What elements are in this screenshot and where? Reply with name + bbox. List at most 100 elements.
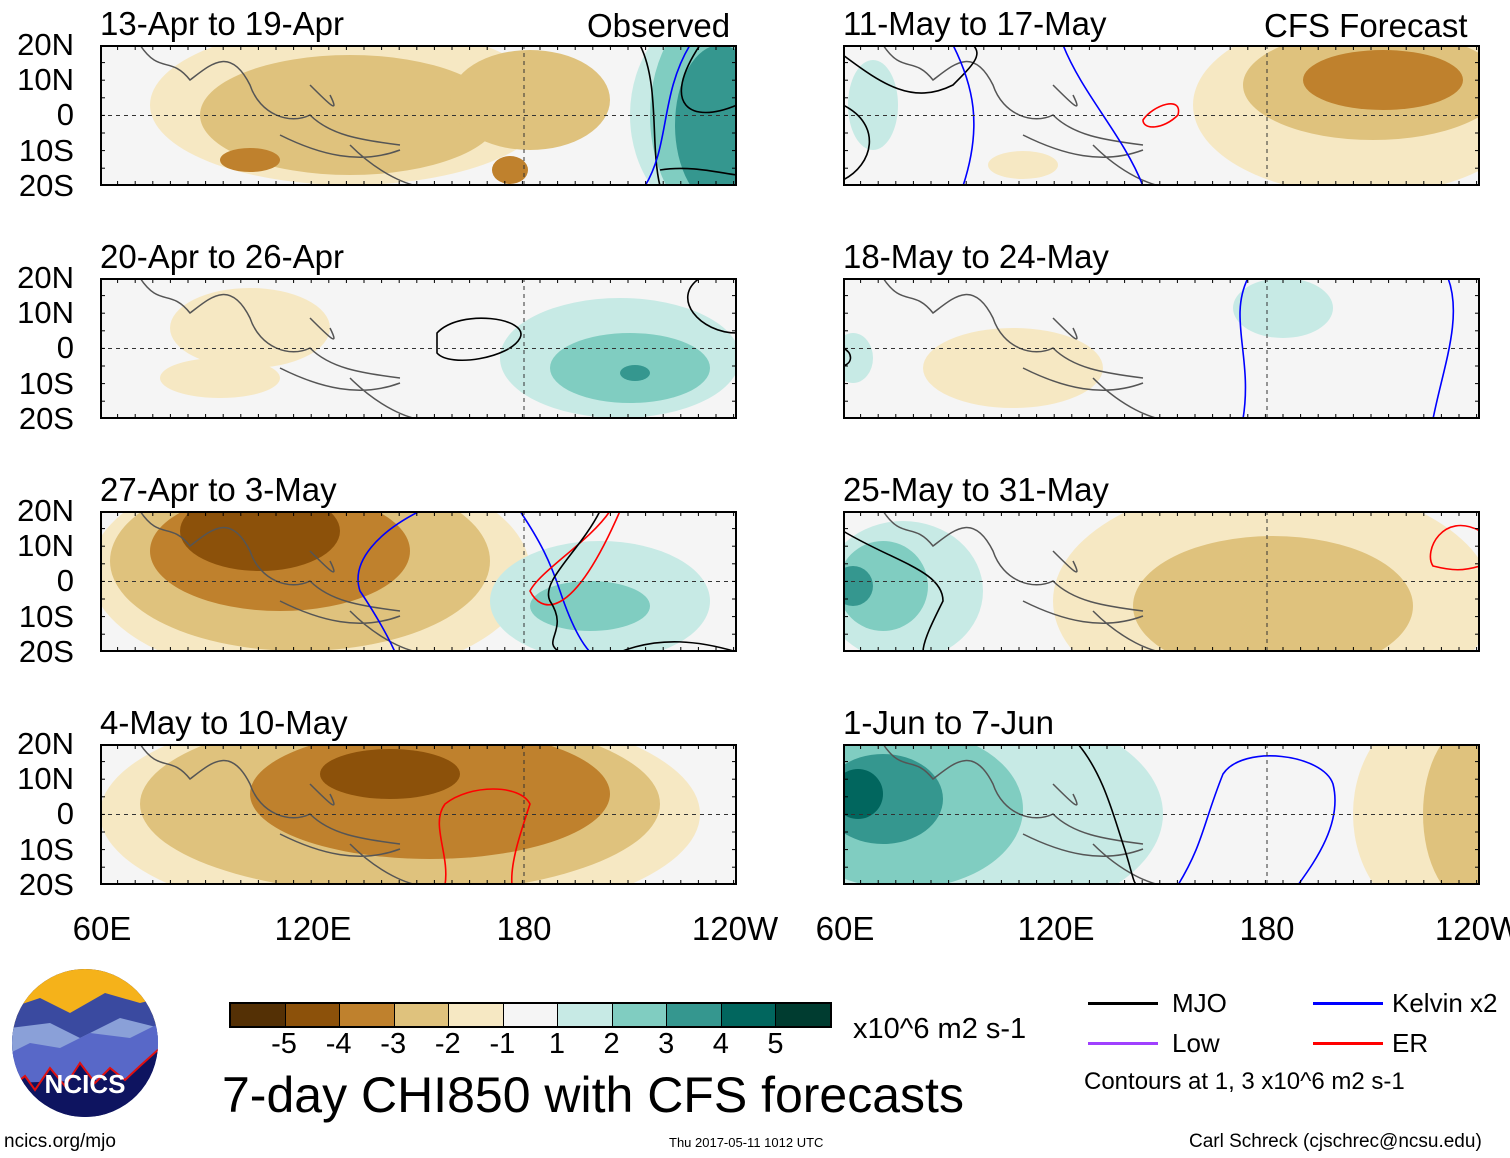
colorbar-tick-label: -3 <box>380 1028 407 1060</box>
colorbar-tick-label: 4 <box>712 1028 729 1060</box>
chi-anomaly-shading <box>170 288 330 368</box>
y-axis-label: 10S <box>18 132 74 168</box>
coastline <box>882 45 1164 186</box>
x-label-60e-left: 60E <box>72 910 132 947</box>
colorbar-swatch <box>449 1004 504 1026</box>
colorbar-tick-label: -2 <box>434 1028 461 1060</box>
x-label-180-right: 180 <box>1239 910 1295 947</box>
legend-line-low <box>1088 1042 1158 1045</box>
chi-anomaly-shading <box>492 156 528 184</box>
chi-anomaly-shading <box>675 45 737 186</box>
ncics-logo: NCICS <box>10 968 160 1118</box>
y-axis-label: 20S <box>18 400 74 436</box>
y-axis-label: 10S <box>18 598 74 634</box>
colorbar-swatch <box>231 1004 286 1026</box>
kelvin-contour <box>519 511 591 652</box>
mjo-contour <box>843 104 871 181</box>
logo-text: NCICS <box>45 1069 126 1099</box>
panel-title: 4-May to 10-May <box>100 704 348 741</box>
y-axis-label: 10S <box>18 365 74 401</box>
forecast-label: CFS Forecast <box>1264 7 1468 44</box>
coastline <box>882 278 1164 419</box>
mjo-contour <box>659 167 737 176</box>
mjo-contour <box>680 45 737 114</box>
colorbar-swatch <box>503 1004 558 1026</box>
kelvin-contour <box>1432 278 1455 419</box>
x-label-120e-right: 120E <box>1017 910 1095 947</box>
panel-title: 11-May to 17-May <box>843 5 1107 42</box>
map-panel-forecast-3 <box>843 511 1480 652</box>
x-label-120w-right: 120W <box>1434 910 1510 947</box>
chi-anomaly-shading <box>843 769 883 819</box>
panel-title: 25-May to 31-May <box>843 471 1109 508</box>
legend-line-er <box>1313 1042 1383 1045</box>
chi-anomaly-shading <box>1303 50 1463 110</box>
chi-anomaly-shading <box>620 365 650 381</box>
coastline <box>882 511 1164 652</box>
mjo-contour <box>619 641 737 652</box>
legend-label-kelvin: Kelvin x2 <box>1392 988 1498 1018</box>
colorbar-tick-label: 2 <box>603 1028 620 1060</box>
kelvin-contour <box>1177 755 1336 885</box>
chi-anomaly-shading <box>180 511 340 571</box>
y-axis-label: 20S <box>18 167 74 203</box>
observed-label: Observed <box>587 7 731 44</box>
legend-label-er: ER <box>1392 1028 1429 1058</box>
kelvin-contour <box>644 45 691 186</box>
legend-line-mjo <box>1088 1002 1158 1005</box>
y-axis-label: 0 <box>56 563 74 599</box>
chi-anomaly-shading <box>1233 278 1333 338</box>
footer-url[interactable]: ncics.org/mjo <box>4 1131 116 1152</box>
y-axis-label: 20S <box>18 866 74 902</box>
chi-anomaly-shading <box>530 581 650 631</box>
kelvin-contour <box>357 511 421 652</box>
colorbar-swatch <box>394 1004 449 1026</box>
y-axis-label: 10N <box>17 295 74 331</box>
y-axis-label: 20S <box>18 633 74 669</box>
colorbar-tick-label: 3 <box>658 1028 675 1060</box>
colorbar-tick-label: 5 <box>767 1028 784 1060</box>
chi-anomaly-shading <box>1133 536 1413 652</box>
coastline <box>882 744 1164 885</box>
y-axis-label: 20N <box>17 726 74 761</box>
er-contour <box>438 788 531 885</box>
colorbar-tick-label: 1 <box>548 1028 566 1060</box>
colorbar-swatch <box>558 1004 613 1026</box>
colorbar-units: x10^6 m2 s-1 <box>853 1013 1027 1045</box>
x-label-120e-left: 120E <box>274 910 352 947</box>
map-panel-forecast-2 <box>843 278 1480 419</box>
mjo-contour <box>1077 744 1139 885</box>
colorbar-swatch <box>285 1004 340 1026</box>
colorbar-tick-label: -5 <box>271 1028 297 1060</box>
coastline <box>139 278 421 419</box>
y-axis-label: 20N <box>17 27 74 62</box>
colorbar-tick-label: -1 <box>489 1028 516 1060</box>
chi-anomaly-shading <box>988 151 1058 179</box>
y-axis-label: 0 <box>56 97 74 133</box>
map-panel-forecast-1 <box>843 45 1480 186</box>
mjo-contour <box>843 530 944 652</box>
colorbar-swatch <box>721 1004 776 1026</box>
y-axis-label: 10N <box>17 761 74 797</box>
panel-title: 20-Apr to 26-Apr <box>100 238 344 275</box>
coastline <box>139 45 421 186</box>
map-panel-observed-2 <box>100 278 737 419</box>
mjo-contour <box>686 278 737 334</box>
figure-title: 7-day CHI850 with CFS forecasts <box>222 1067 964 1123</box>
footer-timestamp: Thu 2017-05-11 1012 UTC <box>669 1135 824 1150</box>
y-axis-label: 0 <box>56 796 74 832</box>
chi-anomaly-shading <box>843 566 873 606</box>
chi-anomaly-shading <box>220 148 280 172</box>
footer-author: Carl Schreck (cjschrec@ncsu.edu) <box>1189 1131 1482 1152</box>
panel-title: 1-Jun to 7-Jun <box>843 704 1054 741</box>
colorbar-tick-label: -4 <box>325 1028 352 1060</box>
legend-label-mjo: MJO <box>1172 988 1227 1018</box>
colorbar <box>229 1002 832 1028</box>
er-contour <box>1142 103 1180 128</box>
panel-title: 27-Apr to 3-May <box>100 471 337 508</box>
coastline <box>139 511 421 652</box>
chi-anomaly-shading <box>450 50 610 150</box>
x-label-120w-left: 120W <box>691 910 779 947</box>
contour-note: Contours at 1, 3 x10^6 m2 s-1 <box>1084 1068 1405 1095</box>
mjo-contour <box>436 317 522 361</box>
